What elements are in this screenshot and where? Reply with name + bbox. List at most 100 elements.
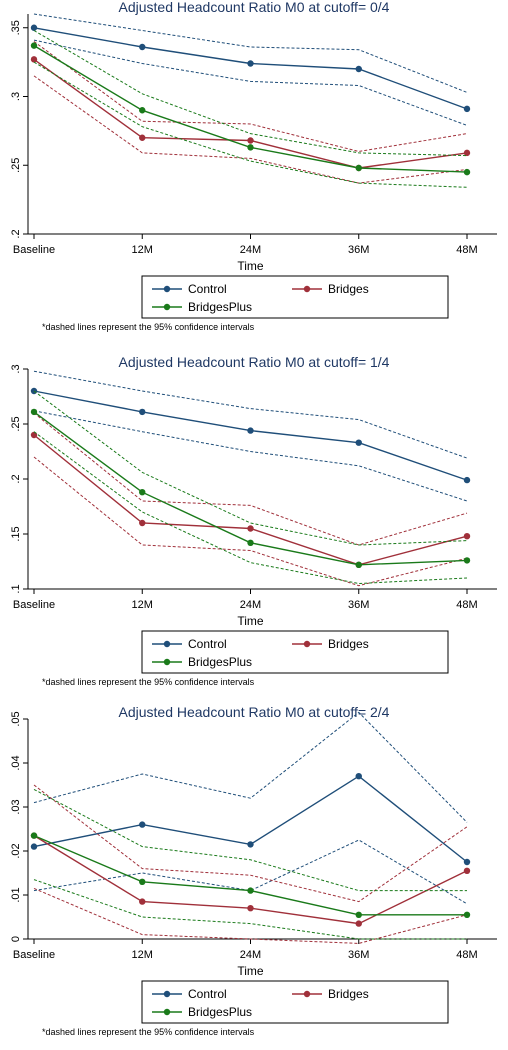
point-bridges [139,134,146,141]
legend-label-bridgesplus: BridgesPlus [188,655,252,669]
series-line-control [33,390,468,481]
point-bridgesplus [30,42,38,49]
legend-label-bridges: Bridges [328,637,369,651]
ci-upper-bridges [33,41,468,153]
ci-upper-control [33,13,468,93]
ci-lower-bridgesplus [33,431,468,585]
x-tick-label: Baseline [13,244,55,256]
point-bridgesplus [247,887,254,894]
x-tick-label: 48M [456,244,477,256]
chart-panel-3: Adjusted Headcount Ratio M0 at cutoff= 2… [0,705,508,1050]
point-bridges [355,920,362,927]
chart-3: Adjusted Headcount Ratio M0 at cutoff= 2… [10,705,497,1037]
point-bridgesplus [139,489,146,496]
point-bridgesplus [355,911,362,918]
y-tick-label: .3 [10,92,22,101]
point-bridges [30,56,38,63]
point-control [247,841,254,848]
legend-label-control: Control [188,637,227,651]
y-tick-label: .15 [10,526,22,541]
series-line-control [33,775,468,863]
legend-box [141,630,449,674]
legend-marker-bridges [303,285,311,293]
y-tick-label: .02 [10,843,22,858]
point-bridges [247,905,254,912]
legend-label-bridges: Bridges [328,987,369,1001]
chart-title: Adjusted Headcount Ratio M0 at cutoff= 1… [119,355,390,370]
ci-upper-bridges [33,784,468,903]
point-control [139,821,146,828]
point-bridgesplus [139,107,146,114]
x-axis-label: Time [237,614,264,628]
legend-label-control: Control [188,282,227,296]
ci-note: *dashed lines represent the 95% confiden… [42,322,255,332]
legend-marker-bridges [303,640,311,648]
ci-lower-control [33,410,468,502]
series-line-bridges [33,58,468,169]
point-bridges [247,525,254,532]
legend-box [141,980,449,1024]
point-control [463,105,471,113]
ci-lower-bridgesplus [33,879,467,940]
ci-upper-bridges [33,412,468,546]
ci-upper-bridgesplus [33,30,468,157]
point-bridges [463,867,471,874]
ci-note: *dashed lines represent the 95% confiden… [42,1027,255,1037]
point-bridgesplus [247,144,254,151]
point-bridgesplus [463,168,471,176]
point-control [463,476,471,484]
ci-lower-bridges [33,75,468,184]
ci-upper-control [33,711,468,823]
chart-panel-1: Adjusted Headcount Ratio M0 at cutoff= 0… [0,0,508,345]
ci-lower-control [33,839,468,905]
point-bridges [139,898,146,905]
legend-marker-bridgesplus [163,1008,171,1016]
y-tick-label: .05 [10,711,22,726]
legend-label-bridgesplus: BridgesPlus [188,1005,252,1019]
ci-upper-bridgesplus [33,788,467,892]
legend-marker-bridgesplus [163,658,171,666]
point-bridgesplus [30,832,38,839]
point-bridgesplus [30,408,38,416]
legend-box [141,275,449,319]
x-tick-label: 48M [456,599,477,611]
y-tick-label: .04 [10,755,22,770]
point-bridgesplus [247,539,254,546]
y-tick-label: .2 [10,474,22,483]
point-control [139,408,146,416]
y-tick-label: 0 [10,936,22,942]
x-tick-label: 36M [348,949,369,961]
legend-label-bridges: Bridges [328,282,369,296]
y-tick-label: .35 [10,20,22,35]
x-tick-label: 12M [132,244,153,256]
chart-title: Adjusted Headcount Ratio M0 at cutoff= 2… [119,705,390,720]
y-tick-label: .03 [10,799,22,814]
point-bridges [463,533,471,540]
ci-lower-bridges [33,456,468,587]
y-tick-label: .01 [10,887,22,902]
x-tick-label: 48M [456,949,477,961]
ci-note: *dashed lines represent the 95% confiden… [42,677,255,687]
x-tick-label: 24M [240,949,261,961]
point-bridges [463,149,471,157]
point-bridgesplus [355,561,362,568]
point-control [247,427,254,434]
legend-label-bridgesplus: BridgesPlus [188,300,252,314]
point-control [30,24,38,31]
x-tick-label: 12M [132,599,153,611]
ci-upper-bridgesplus [33,390,468,546]
ci-upper-control [33,370,468,459]
point-bridgesplus [139,878,146,885]
x-axis-label: Time [237,964,264,978]
legend-label-control: Control [188,987,227,1001]
x-tick-label: Baseline [13,949,55,961]
point-bridgesplus [355,164,362,172]
x-tick-label: 36M [348,244,369,256]
point-bridges [139,519,146,527]
y-tick-label: .2 [10,229,22,238]
legend-marker-control [163,990,171,998]
x-axis-label: Time [237,259,264,273]
legend-marker-control [163,285,171,293]
point-control [247,60,254,67]
point-control [30,843,38,850]
